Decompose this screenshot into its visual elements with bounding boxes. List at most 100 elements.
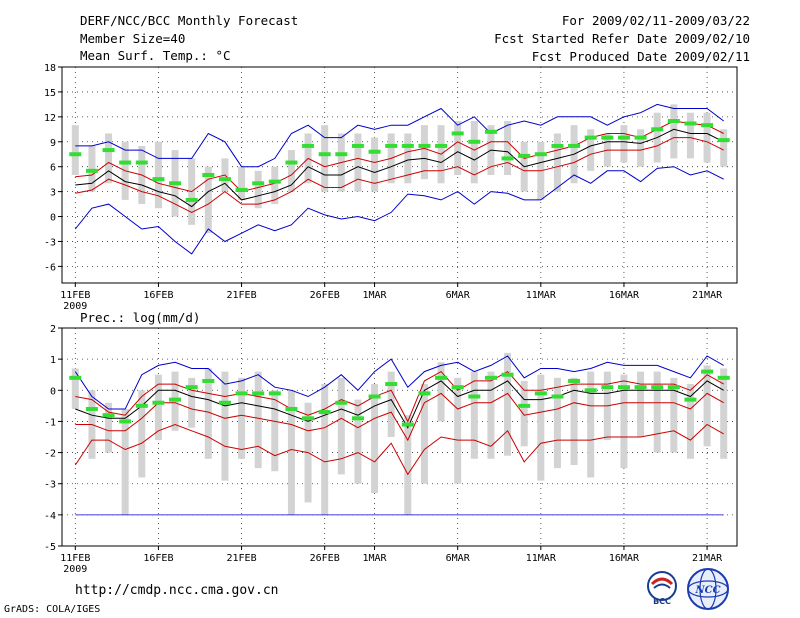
p1-obs-marker: [268, 179, 281, 184]
p1-xtick-label: 1MAR: [363, 290, 388, 301]
source-url[interactable]: http://cmdp.ncc.cma.gov.cn: [75, 583, 279, 598]
p2-max-line: [74, 355, 724, 410]
p2-ensemble-bar: [188, 377, 196, 428]
p1-ensemble-bar: [720, 129, 728, 167]
p2-min-line: [74, 423, 724, 476]
p2-obs-marker: [268, 391, 281, 396]
p2-obs-marker: [568, 378, 581, 383]
p2-obs-marker: [385, 382, 398, 387]
p2-ensemble-bar: [537, 374, 545, 481]
p1-ensemble-bar: [88, 145, 96, 192]
p1-obs-marker: [152, 177, 165, 182]
p1-obs-marker: [185, 197, 198, 202]
p1-obs-marker: [119, 160, 132, 165]
p2-ensemble-bar: [504, 352, 512, 456]
p1-ensemble-bar: [553, 133, 561, 192]
p1-obs-marker: [601, 135, 614, 140]
p1-obs-marker: [435, 143, 448, 148]
p1-xtick-label: 16FEB: [143, 290, 173, 301]
p1-obs-marker: [252, 181, 265, 186]
p2-xtick-label: 16FEB: [143, 553, 173, 564]
p2-ensemble-bar: [138, 390, 146, 478]
p2-ensemble-bar: [121, 408, 129, 515]
p2-ensemble-bar: [520, 380, 528, 447]
p1-ensemble-bar: [504, 121, 512, 175]
bcc-logo: BCC: [647, 571, 677, 606]
p1-xtick-label: 21MAR: [692, 290, 723, 301]
p2-xtick-label: 11MAR: [526, 553, 557, 564]
p2-obs-marker: [152, 400, 165, 405]
p1-q1-line: [75, 137, 724, 213]
p1-ensemble-bar: [154, 141, 162, 209]
p2-obs-marker: [551, 394, 564, 399]
p2-obs-marker: [169, 397, 182, 402]
p1-obs-marker: [617, 135, 630, 140]
p1-ensemble-bar: [271, 166, 279, 205]
p2-obs-marker: [418, 391, 431, 396]
p2-obs-marker: [534, 391, 547, 396]
p2-ensemble-bar: [354, 399, 362, 484]
p2-xtick-label: 11FEB: [60, 553, 90, 564]
p2-obs-marker: [85, 406, 98, 411]
p2-obs-marker: [202, 378, 215, 383]
p2-ytick-label: -3: [44, 480, 56, 491]
p1-obs-marker: [69, 152, 82, 157]
p2-obs-marker: [684, 397, 697, 402]
p2-ensemble-bar: [570, 377, 578, 466]
p2-ensemble-bar: [587, 371, 595, 478]
p1-obs-marker: [651, 127, 664, 132]
ncc-logo: NCC: [687, 568, 729, 610]
p2-ensemble-bar: [404, 415, 412, 515]
p1-xtick-label: 26FEB: [310, 290, 340, 301]
p2-obs-marker: [119, 419, 132, 424]
p1-q3-line: [75, 120, 724, 193]
p2-ensemble-bar: [105, 402, 113, 453]
p2-obs-marker: [102, 413, 115, 418]
forecast-range: For 2009/02/11-2009/03/22: [561, 13, 750, 28]
p1-ytick-label: 6: [50, 163, 56, 174]
p1-obs-marker: [218, 177, 231, 182]
p2-ensemble-bar: [720, 368, 728, 459]
p1-obs-marker: [634, 135, 647, 140]
p1-ensemble-bar: [703, 112, 711, 163]
p1-obs-marker: [568, 143, 581, 148]
p1-obs-marker: [451, 131, 464, 136]
p2-obs-marker: [218, 400, 231, 405]
p1-obs-marker: [484, 129, 497, 134]
p2-ytick-label: -5: [44, 542, 56, 553]
p1-obs-marker: [717, 138, 730, 143]
p1-median-line: [75, 128, 724, 208]
p2-obs-marker: [634, 385, 647, 390]
p1-obs-marker: [418, 143, 431, 148]
p2-obs-marker: [651, 385, 664, 390]
p2-ensemble-bar: [620, 374, 628, 469]
p2-xtick-label: 21FEB: [227, 553, 257, 564]
p2-obs-marker: [368, 394, 381, 399]
p1-ytick-label: 3: [50, 188, 56, 199]
forecast-produced-date: Fcst Produced Date 2009/02/11: [531, 49, 750, 64]
p2-obs-marker: [468, 394, 481, 399]
p1-obs-marker: [318, 152, 331, 157]
p1-ytick-label: -6: [44, 262, 56, 273]
p2-obs-marker: [302, 416, 315, 421]
p1-year-label: 2009: [63, 301, 87, 312]
p2-ytick-label: 1: [50, 355, 56, 366]
grads-credit: GrADS: COLA/IGES: [4, 604, 101, 615]
p2-ensemble-bar: [254, 371, 262, 469]
p2-obs-marker: [667, 385, 680, 390]
p1-obs-marker: [534, 152, 547, 157]
p2-q1-line: [75, 392, 724, 442]
p2-obs-marker: [135, 403, 148, 408]
p2-ensemble-bar: [71, 368, 79, 409]
p1-obs-marker: [169, 181, 182, 186]
p2-obs-marker: [601, 385, 614, 390]
p1-ensemble-bar: [321, 125, 329, 192]
p1-ensemble-bar: [238, 166, 246, 200]
p1-obs-marker: [584, 135, 597, 140]
p2-xtick-label: 1MAR: [363, 553, 388, 564]
p1-obs-marker: [468, 139, 481, 144]
p2-ensemble-bar: [670, 377, 678, 453]
p2-ensemble-bar: [204, 368, 212, 459]
p2-ensemble-bar: [454, 377, 462, 484]
